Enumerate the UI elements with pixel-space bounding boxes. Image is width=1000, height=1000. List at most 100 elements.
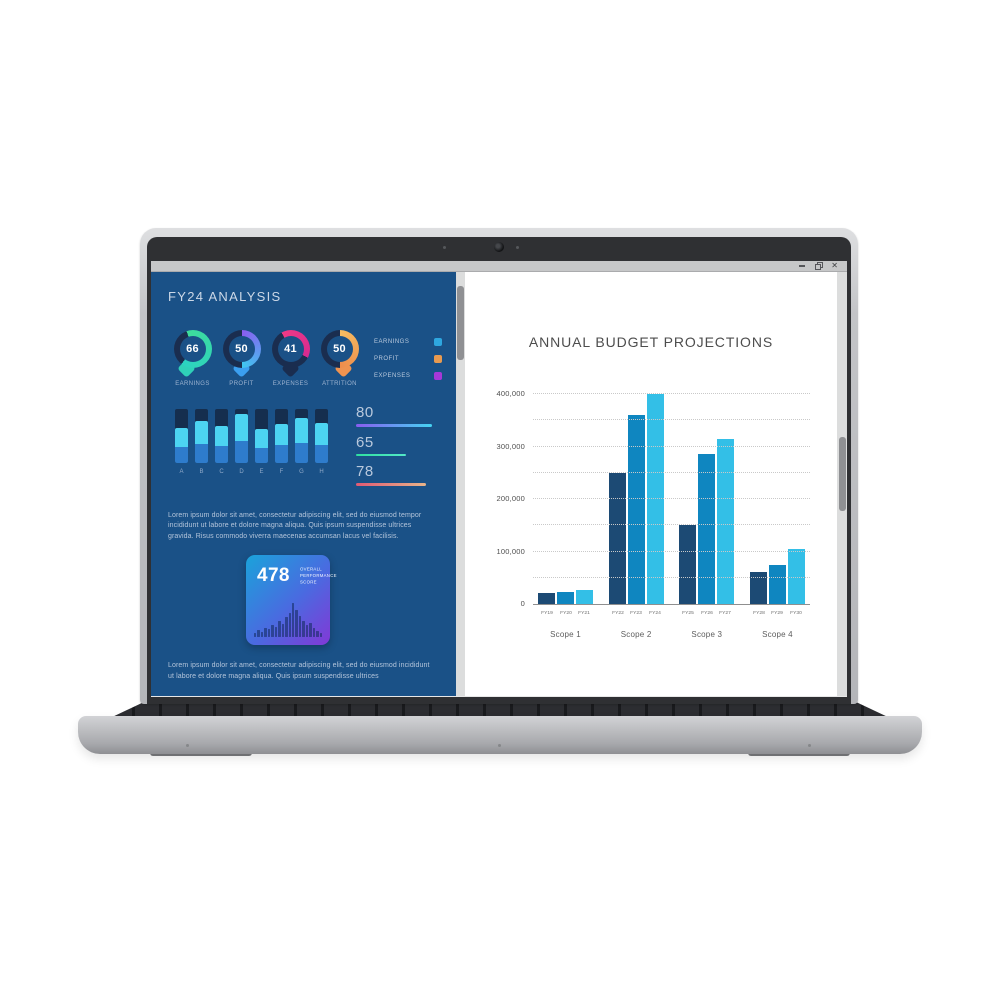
sparkline-bar (295, 610, 298, 637)
chart-bar (787, 549, 805, 604)
mini-bar-letter: H (319, 469, 324, 475)
gauge-value: 66 (179, 336, 206, 362)
fy-label: FY20 (559, 610, 572, 616)
gauge-value: 50 (326, 336, 353, 362)
metric-value: 65 (356, 433, 374, 451)
budget-chart-bars (533, 394, 810, 604)
dashboard-scrollbar[interactable] (456, 272, 465, 696)
metric-value: 80 (356, 404, 374, 421)
close-button[interactable]: ✕ (831, 261, 838, 270)
gauge-donut: 41 (271, 330, 310, 378)
legend-label: EARNINGS (374, 339, 410, 345)
mini-bar-fill (275, 424, 288, 463)
gauges-row: 66 EARNINGS 50 PROFIT 41 EXPENSES 50 ATTRITION … (168, 330, 456, 387)
chart-bar (717, 439, 735, 604)
chart-bar (646, 394, 664, 604)
gauge-label: ATTRITION (322, 381, 357, 387)
fy-label: FY21 (578, 610, 590, 616)
chart-bar (608, 473, 626, 604)
mini-bar-track (315, 409, 328, 463)
base-screw (186, 744, 189, 747)
sparkline-bar (260, 632, 264, 637)
mini-bar-track (255, 409, 268, 463)
chart-bar (557, 592, 574, 604)
dashboard-title: FY24 ANALYSIS (168, 289, 282, 304)
chart-bar (768, 565, 786, 604)
laptop-base (78, 716, 922, 754)
sparkline-bar (312, 628, 316, 637)
fy-label: FY27 (719, 610, 732, 616)
sparkline-bar (316, 631, 319, 637)
metric-item: 78 (356, 463, 432, 486)
restore-button[interactable] (814, 262, 823, 270)
gauge-donut: 50 (222, 330, 261, 378)
mini-bar-track (195, 409, 208, 463)
legend-label: PROFIT (374, 356, 399, 362)
legend-swatch (434, 338, 442, 346)
fy-label: FY19 (541, 610, 553, 616)
legend-label: EXPENSES (374, 373, 411, 379)
fy-label: FY28 (753, 610, 765, 616)
score-sparkline (254, 601, 323, 637)
mini-bar-letter: B (199, 469, 204, 475)
document-pane: ANNUAL BUDGET PROJECTIONS FY19 FY20 FY21 FY… (465, 272, 837, 696)
window-titlebar: ✕ (151, 261, 847, 272)
sparkline-bar (298, 616, 302, 637)
document-scrollbar[interactable] (837, 272, 847, 696)
gridline (533, 550, 810, 552)
mini-bar-segment-blue (175, 447, 188, 463)
score-card: 478 OVERALL PERFORMANCE SCORE (246, 555, 336, 645)
sparkline-bar (254, 633, 257, 637)
metric-item: 65 (356, 433, 432, 456)
sparkline-bar (271, 625, 274, 637)
mini-bar-segment-blue (295, 442, 308, 463)
gauge-profit: 50 PROFIT (217, 330, 266, 387)
webcam-icon (494, 242, 504, 252)
dashboard-paragraph: Lorem ipsum dolor sit amet, consectetur … (168, 511, 422, 540)
dashboard-scrollbar-thumb[interactable] (457, 286, 464, 360)
dashboard-pane: FY24 ANALYSIS 66 EARNINGS 50 PROFIT 41 EXPENS… (151, 272, 456, 696)
mini-bar-segment-cyan (275, 424, 288, 446)
gridline (533, 445, 810, 447)
mini-bar-segment-cyan (255, 429, 268, 448)
score-card-header: 478 OVERALL PERFORMANCE SCORE (257, 566, 336, 594)
gridline (533, 393, 810, 394)
gridline (533, 524, 810, 526)
sparkline-bar (302, 621, 305, 637)
mini-bar-segment-blue (215, 446, 228, 463)
minimize-button[interactable] (799, 265, 806, 267)
legend-item: PROFIT (374, 355, 442, 363)
fy-label-group: FY28 FY29 FY30 (750, 610, 805, 616)
mini-bar-fill (295, 418, 308, 463)
fy-label: FY25 (682, 610, 695, 616)
scope-label: Scope 2 (620, 630, 652, 639)
chart-bar (698, 454, 716, 604)
fy-label: FY23 (630, 610, 643, 616)
mini-bar-letter: D (239, 469, 244, 475)
gauge-value: 50 (228, 336, 255, 362)
chart-bar (576, 590, 593, 604)
sparkline-bar (278, 621, 281, 637)
mini-bar-fill (315, 423, 328, 463)
fy-label: FY30 (790, 610, 802, 616)
mini-bar-track (235, 409, 248, 463)
metric-underline (356, 424, 432, 427)
mini-bar-fill (215, 426, 228, 463)
laptop-lid: ✕ FY24 ANALYSIS 66 EARNINGS 50 PROFIT 41 EXPE… (140, 228, 858, 704)
mini-bar-segment-blue (195, 444, 208, 463)
legend-item: EXPENSES (374, 372, 442, 380)
mini-bar-segment-cyan (295, 418, 308, 443)
mini-bar-letter: F (279, 469, 284, 475)
gauge-expenses: 41 EXPENSES (266, 330, 315, 387)
budget-chart: FY19 FY20 FY21 FY22 FY23 FY24 FY25 FY26 FY27 FY28… (480, 384, 820, 644)
mini-bar-segment-blue (315, 445, 328, 463)
sparkline-bar (264, 628, 267, 637)
mic-hole-icon (443, 246, 446, 249)
fy-label: FY29 (771, 610, 784, 616)
fy-label: FY24 (648, 610, 661, 616)
chart-bar (627, 415, 645, 604)
document-scrollbar-thumb[interactable] (838, 437, 846, 511)
metric-value: 78 (356, 463, 374, 480)
gauge-legend: EARNINGS PROFIT EXPENSES (374, 338, 442, 380)
mini-bar-labels: A B C D E F G H (175, 469, 328, 475)
